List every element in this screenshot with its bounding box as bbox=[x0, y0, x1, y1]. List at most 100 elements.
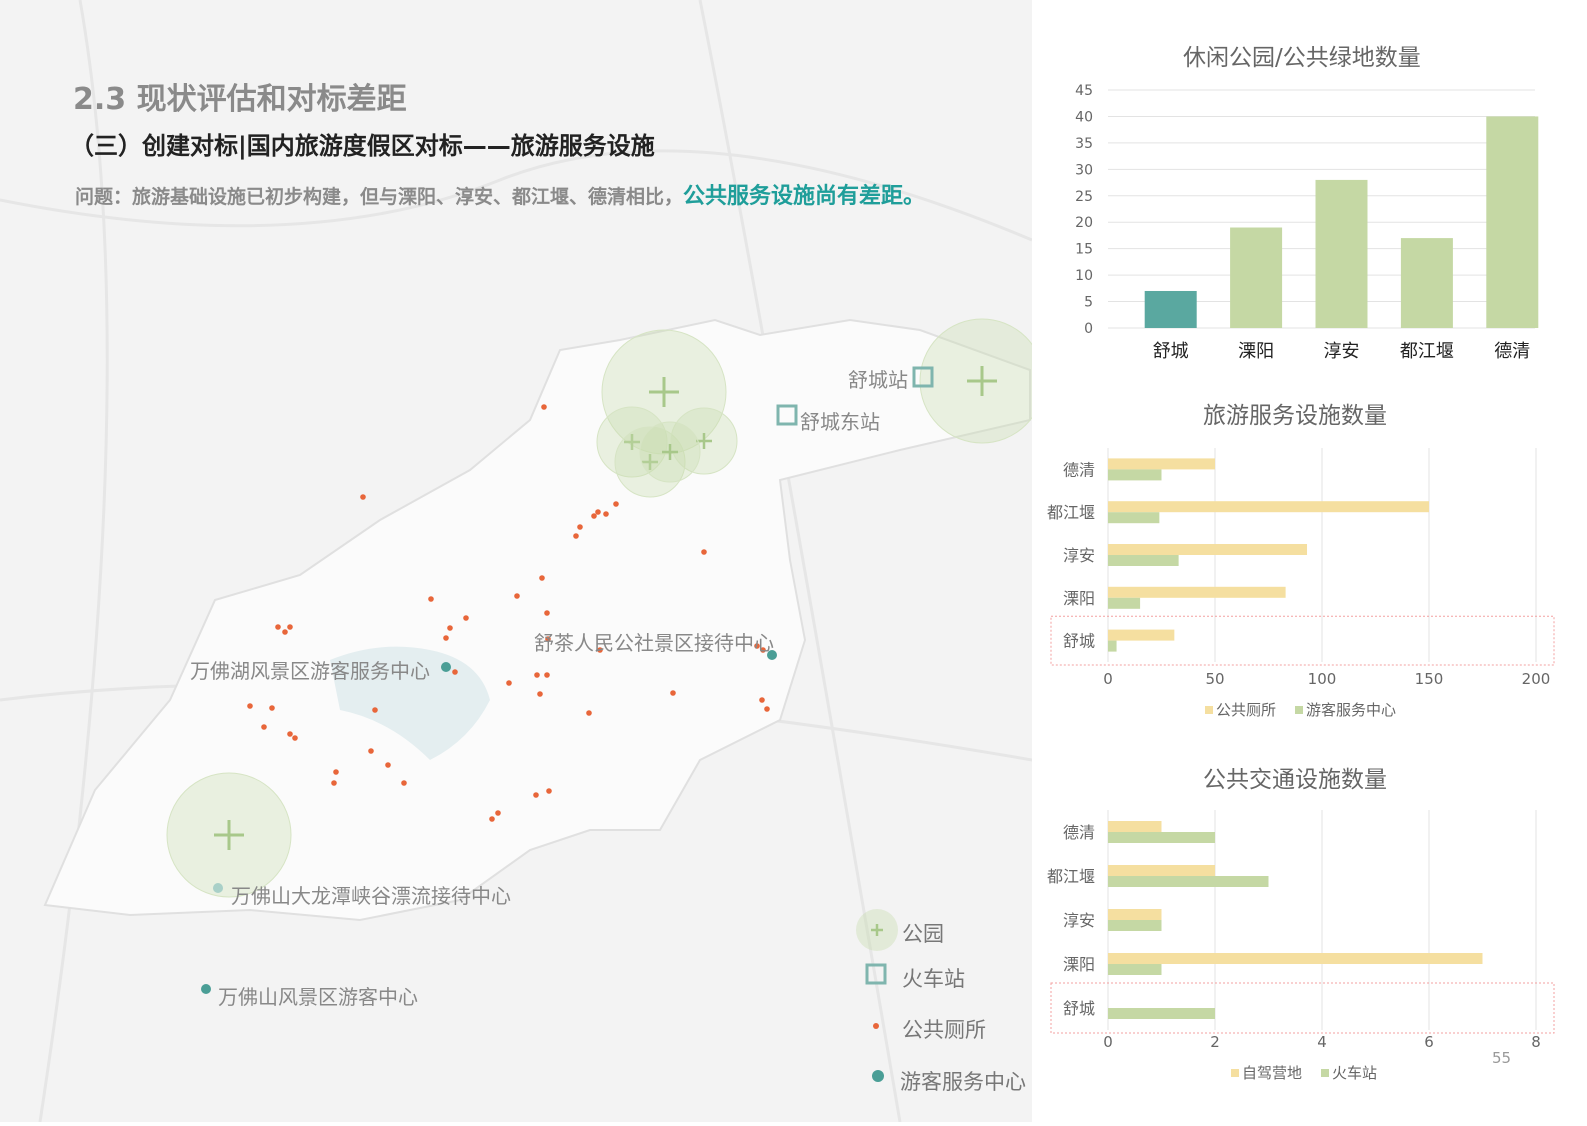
toilet-dot bbox=[759, 697, 765, 703]
subtitle: （三）创建对标|国内旅游度假区对标——旅游服务设施 bbox=[70, 132, 655, 160]
toilet-dot bbox=[533, 792, 539, 798]
bar-溧阳-自驾营地 bbox=[1108, 953, 1483, 964]
y-tick-label: 德清 bbox=[1063, 823, 1095, 842]
label-wanfoshan: 万佛山风景区游客中心 bbox=[218, 985, 418, 1009]
bar-德清-自驾营地 bbox=[1108, 821, 1162, 832]
toilet-dot bbox=[603, 511, 609, 517]
bar-溧阳 bbox=[1230, 227, 1283, 328]
toilet-dot bbox=[760, 647, 766, 653]
bar-舒城-公共厕所 bbox=[1108, 629, 1175, 641]
chart2-title: 旅游服务设施数量 bbox=[1203, 403, 1387, 429]
y-tick-label: 10 bbox=[1075, 268, 1093, 284]
x-tick-label: 200 bbox=[1522, 670, 1551, 688]
visitor-center-dots bbox=[201, 650, 777, 994]
bar-德清-公共厕所 bbox=[1108, 458, 1215, 470]
toilet-dot bbox=[372, 707, 378, 713]
bar-淳安 bbox=[1315, 179, 1368, 328]
x-tick-label: 舒城 bbox=[1153, 341, 1189, 362]
toilet-dot bbox=[331, 780, 337, 786]
label-shucheng-east: 舒城东站 bbox=[800, 410, 880, 434]
y-tick-label: 淳安 bbox=[1063, 546, 1095, 565]
label-shucha: 舒茶人民公社景区接待中心 bbox=[534, 631, 774, 655]
question-highlight: 公共服务设施尚有差距。 bbox=[683, 184, 926, 209]
toilet-dot bbox=[275, 624, 281, 630]
legend-swatch bbox=[1231, 1069, 1239, 1077]
toilet-dot bbox=[282, 629, 288, 635]
legend-label: 自驾营地 bbox=[1242, 1064, 1302, 1082]
toilet-dot bbox=[534, 672, 540, 678]
y-tick-label: 15 bbox=[1075, 242, 1093, 258]
y-tick-label: 舒城 bbox=[1063, 999, 1095, 1018]
bar-舒城-游客服务中心 bbox=[1108, 640, 1117, 652]
toilet-dot bbox=[514, 593, 520, 599]
bar-溧阳-火车站 bbox=[1108, 964, 1162, 975]
toilet-dot bbox=[573, 533, 579, 539]
y-tick-label: 25 bbox=[1075, 189, 1093, 205]
toilet-dot bbox=[287, 624, 293, 630]
legend-label: 游客服务中心 bbox=[1306, 701, 1396, 719]
x-tick-label: 2 bbox=[1210, 1033, 1220, 1051]
toilet-dot bbox=[447, 625, 453, 631]
toilet-dot bbox=[269, 705, 275, 711]
bar-淳安-火车站 bbox=[1108, 920, 1162, 931]
x-tick-label: 6 bbox=[1424, 1033, 1434, 1051]
toilet-dot bbox=[463, 615, 469, 621]
map-panel: 舒城站 舒城东站 舒茶人民公社景区接待中心 万佛湖风景区游客服务中心 万佛山大龙… bbox=[0, 0, 1045, 1123]
toilet-dot bbox=[537, 691, 543, 697]
legend-toilet: 公共厕所 bbox=[902, 1018, 986, 1042]
dot-icon bbox=[873, 1023, 879, 1029]
toilet-dot bbox=[546, 788, 552, 794]
toilet-dot bbox=[292, 735, 298, 741]
toilet-dot bbox=[544, 672, 550, 678]
y-tick-label: 都江堰 bbox=[1047, 867, 1095, 886]
toilet-dot bbox=[385, 762, 391, 768]
bar-舒城 bbox=[1144, 290, 1197, 328]
bar-舒城-火车站 bbox=[1108, 1008, 1215, 1019]
reservoir bbox=[330, 646, 490, 760]
toilet-dot bbox=[670, 690, 676, 696]
toilet-dot bbox=[586, 710, 592, 716]
label-shucheng-station: 舒城站 bbox=[848, 368, 908, 392]
toilet-dot bbox=[489, 816, 495, 822]
toilet-dot bbox=[764, 706, 770, 712]
toilet-dot bbox=[368, 748, 374, 754]
x-tick-label: 0 bbox=[1103, 1033, 1113, 1051]
toilet-dot bbox=[506, 680, 512, 686]
square-icon bbox=[865, 963, 887, 985]
x-tick-label: 150 bbox=[1415, 670, 1444, 688]
label-dalongtan: 万佛山大龙潭峡谷漂流接待中心 bbox=[231, 884, 511, 908]
parks-layer bbox=[166, 318, 1045, 898]
y-tick-label: 0 bbox=[1084, 321, 1093, 337]
y-tick-label: 20 bbox=[1075, 215, 1093, 231]
toilet-dot bbox=[595, 509, 601, 515]
legend-train: 火车站 bbox=[902, 967, 965, 991]
question-prefix: 问题：旅游基础设施已初步构建，但与溧阳、淳安、都江堰、德清相比， bbox=[75, 186, 684, 208]
label-wanfohu: 万佛湖风景区游客服务中心 bbox=[190, 659, 430, 683]
bar-德清-火车站 bbox=[1108, 832, 1215, 843]
bar-都江堰 bbox=[1400, 238, 1453, 328]
legend-park: 公园 bbox=[902, 922, 944, 946]
bar-德清-游客服务中心 bbox=[1108, 469, 1162, 481]
toilet-dot bbox=[333, 769, 339, 775]
teal-dot-icon bbox=[872, 1070, 884, 1082]
bar-溧阳-公共厕所 bbox=[1108, 586, 1286, 598]
toilet-dot bbox=[247, 703, 253, 709]
toilet-dot bbox=[597, 647, 603, 653]
toilet-dot bbox=[754, 643, 760, 649]
toilets-layer bbox=[247, 404, 770, 822]
x-tick-label: 淳安 bbox=[1324, 341, 1360, 362]
page-number: 55 bbox=[1492, 1049, 1512, 1067]
bar-都江堰-公共厕所 bbox=[1108, 501, 1429, 513]
y-tick-label: 溧阳 bbox=[1063, 955, 1095, 974]
bar-都江堰-游客服务中心 bbox=[1108, 512, 1160, 524]
toilet-dot bbox=[544, 610, 550, 616]
park-plus-icon bbox=[662, 444, 678, 460]
toilet-dot bbox=[401, 780, 407, 786]
y-tick-label: 舒城 bbox=[1063, 632, 1095, 651]
toilet-dot bbox=[428, 596, 434, 602]
toilet-dot bbox=[591, 513, 597, 519]
chart1-title: 休闲公园/公共绿地数量 bbox=[1183, 45, 1421, 71]
y-tick-label: 溧阳 bbox=[1063, 589, 1095, 608]
chart3-title: 公共交通设施数量 bbox=[1203, 767, 1387, 793]
bar-淳安-自驾营地 bbox=[1108, 909, 1162, 920]
